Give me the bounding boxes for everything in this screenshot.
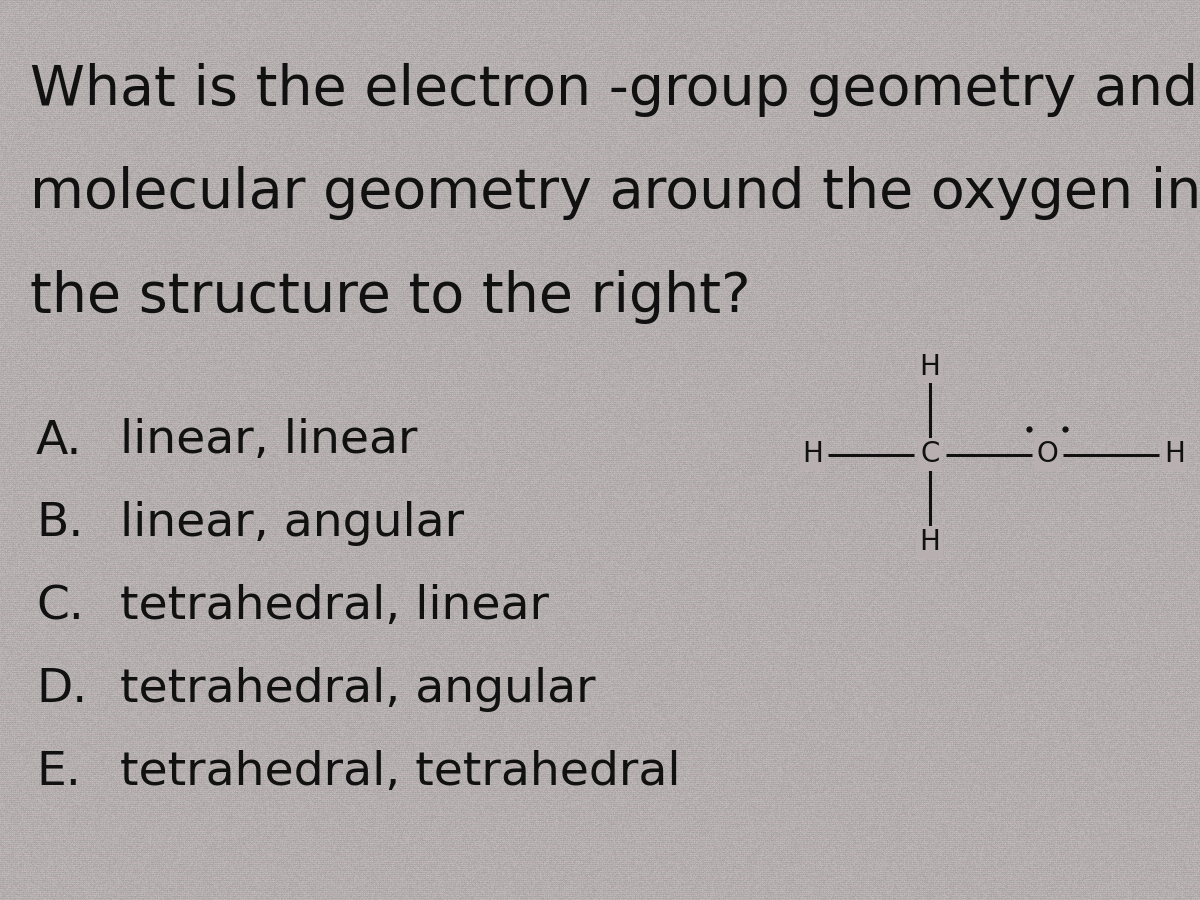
Text: tetrahedral, linear: tetrahedral, linear — [120, 584, 550, 629]
Text: the structure to the right?: the structure to the right? — [30, 270, 751, 324]
Text: linear, angular: linear, angular — [120, 501, 464, 546]
Text: H: H — [919, 528, 941, 556]
Text: tetrahedral, tetrahedral: tetrahedral, tetrahedral — [120, 750, 680, 795]
Text: H: H — [919, 353, 941, 381]
Text: linear, linear: linear, linear — [120, 418, 418, 464]
Text: E.: E. — [36, 750, 80, 795]
Text: molecular geometry around the oxygen in: molecular geometry around the oxygen in — [30, 166, 1200, 220]
Text: What is the electron -group geometry and: What is the electron -group geometry and — [30, 63, 1198, 117]
Text: C: C — [920, 440, 940, 469]
Text: tetrahedral, angular: tetrahedral, angular — [120, 667, 595, 712]
Text: C.: C. — [36, 584, 84, 629]
Text: D.: D. — [36, 667, 88, 712]
Text: B.: B. — [36, 501, 83, 546]
Text: H: H — [1164, 440, 1186, 469]
Text: O: O — [1037, 440, 1058, 469]
Text: A.: A. — [36, 418, 83, 464]
Text: H: H — [803, 440, 823, 469]
